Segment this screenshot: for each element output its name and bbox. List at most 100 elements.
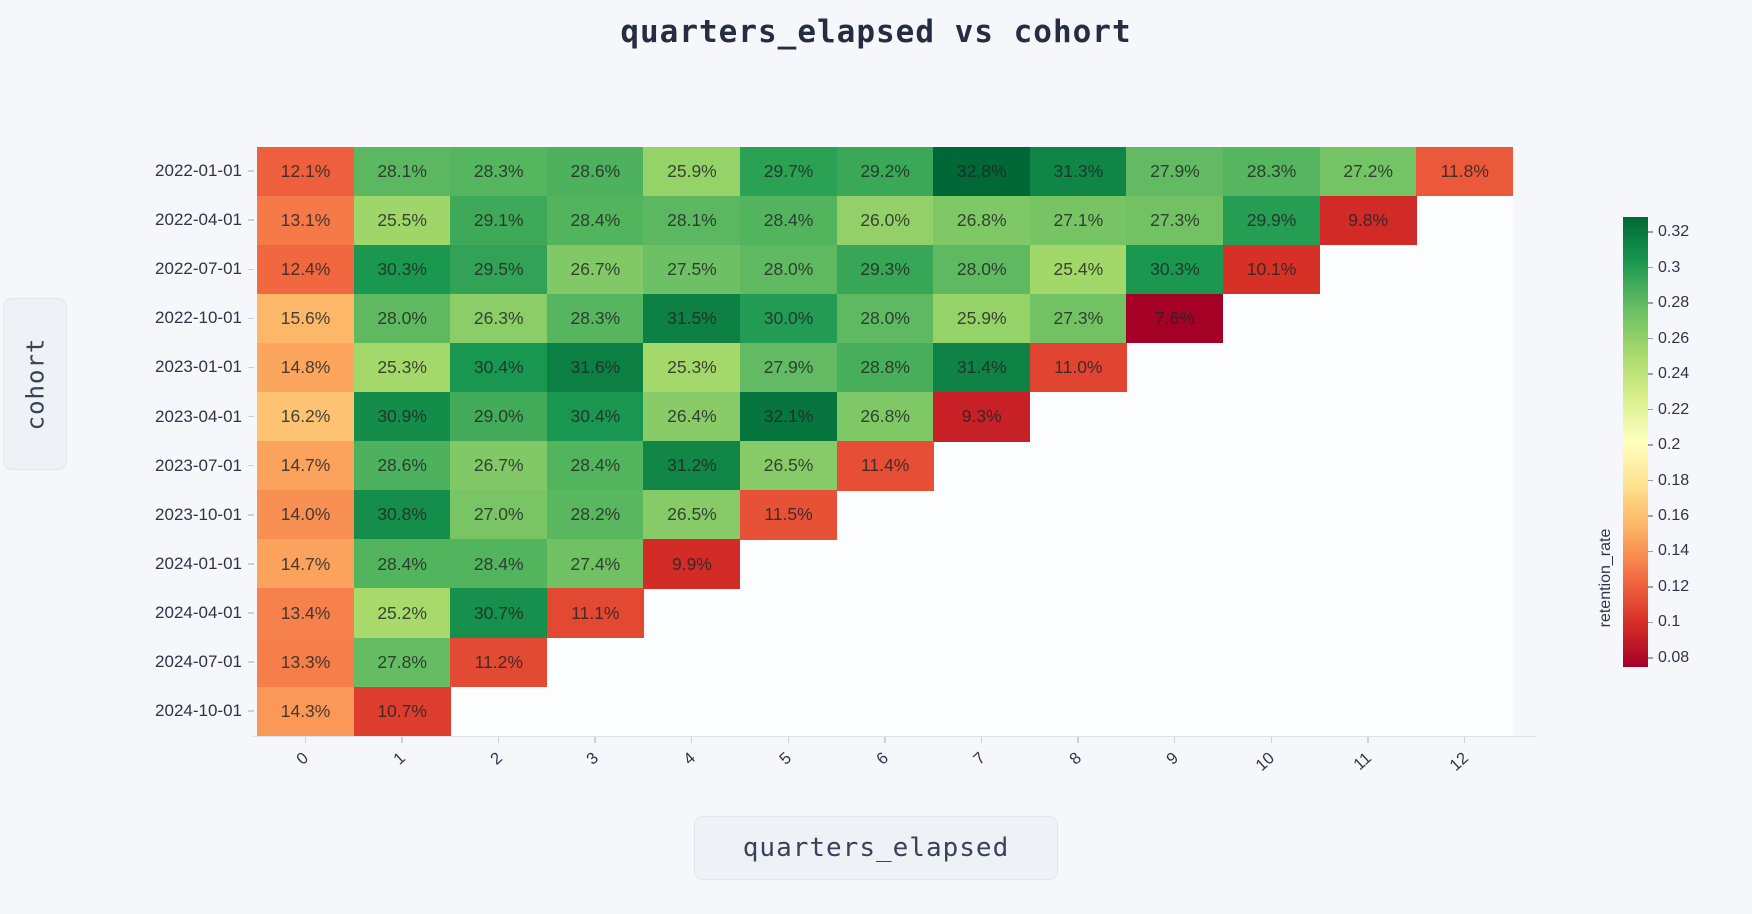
heatmap-cell[interactable]: 15.6% — [257, 293, 355, 344]
heatmap-cell-value: 30.7% — [473, 602, 524, 623]
heatmap-cell[interactable]: 27.2% — [1319, 146, 1417, 197]
heatmap-cell[interactable]: 28.0% — [353, 293, 451, 344]
heatmap-cell[interactable]: 26.7% — [450, 441, 548, 491]
heatmap-cell[interactable]: 31.3% — [1029, 146, 1127, 197]
heatmap-cell[interactable]: 28.3% — [450, 146, 548, 197]
heatmap-cell[interactable]: 27.1% — [1029, 195, 1127, 246]
heatmap-cell[interactable]: 29.2% — [836, 146, 934, 197]
heatmap-cell[interactable]: 29.1% — [450, 195, 548, 246]
heatmap-cell[interactable]: 14.3% — [257, 686, 355, 737]
heatmap-cell[interactable]: 28.6% — [353, 441, 451, 491]
heatmap-cell[interactable]: 11.2% — [450, 637, 548, 688]
heatmap-cell[interactable]: 30.3% — [1126, 244, 1224, 295]
heatmap-cell[interactable]: 11.4% — [836, 441, 934, 491]
heatmap-cell[interactable]: 26.3% — [450, 293, 548, 344]
heatmap-cell[interactable]: 12.1% — [257, 146, 355, 197]
heatmap-cell[interactable]: 11.1% — [546, 588, 644, 638]
heatmap-cell[interactable]: 28.4% — [353, 539, 451, 589]
y-tick-mark — [248, 268, 254, 270]
heatmap-cell[interactable]: 28.3% — [546, 293, 644, 344]
colorbar-tick-label: 0.28 — [1658, 294, 1690, 312]
heatmap-cell[interactable]: 26.0% — [836, 195, 934, 246]
heatmap-cell[interactable]: 28.6% — [546, 146, 644, 197]
heatmap-cell[interactable]: 29.9% — [1223, 195, 1321, 246]
heatmap-cell[interactable]: 30.4% — [450, 342, 548, 393]
heatmap-cell[interactable]: 28.8% — [836, 342, 934, 393]
heatmap-cell[interactable]: 27.3% — [1126, 195, 1224, 246]
heatmap-cell[interactable]: 10.1% — [1223, 244, 1321, 295]
colorbar-tick-mark — [1648, 621, 1653, 624]
heatmap-cell[interactable]: 9.3% — [933, 392, 1031, 442]
heatmap-cell-value: 31.2% — [667, 455, 717, 476]
heatmap-cell[interactable]: 30.0% — [740, 293, 838, 344]
heatmap-cell[interactable]: 30.3% — [353, 244, 451, 295]
heatmap-cell[interactable]: 10.7% — [353, 686, 451, 737]
heatmap-cell[interactable]: 7.6% — [1126, 293, 1224, 344]
heatmap-cell[interactable]: 16.2% — [257, 392, 355, 442]
heatmap-cell[interactable]: 27.4% — [546, 539, 644, 589]
heatmap-cell[interactable]: 27.9% — [1126, 146, 1224, 197]
heatmap-cell[interactable]: 14.7% — [257, 441, 355, 491]
heatmap-cell[interactable]: 29.3% — [836, 244, 934, 295]
heatmap-cell-value: 28.1% — [667, 209, 717, 230]
heatmap-cell[interactable]: 31.6% — [546, 342, 644, 393]
heatmap-cell[interactable]: 12.4% — [257, 244, 355, 295]
heatmap-cell[interactable]: 27.3% — [1029, 293, 1127, 344]
heatmap-cell[interactable]: 14.0% — [257, 490, 355, 540]
heatmap-cell[interactable]: 29.0% — [450, 392, 548, 442]
heatmap-cell[interactable]: 25.5% — [353, 195, 451, 246]
heatmap-cell[interactable]: 26.7% — [546, 244, 644, 295]
heatmap-cell[interactable]: 25.9% — [643, 146, 741, 197]
heatmap-cell[interactable]: 11.8% — [1416, 146, 1514, 197]
heatmap-cell[interactable]: 26.4% — [643, 392, 741, 442]
heatmap-cell[interactable]: 25.4% — [1029, 244, 1127, 295]
heatmap-cell[interactable]: 30.9% — [353, 392, 451, 442]
heatmap-cell[interactable]: 29.5% — [450, 244, 548, 295]
heatmap-cell[interactable]: 30.7% — [450, 588, 548, 638]
heatmap-cell[interactable]: 11.5% — [740, 490, 838, 540]
heatmap-cell[interactable]: 13.3% — [257, 637, 355, 688]
heatmap-cell[interactable]: 31.5% — [643, 293, 741, 344]
heatmap-cell[interactable]: 30.4% — [546, 392, 644, 442]
heatmap-cell[interactable]: 32.8% — [933, 146, 1031, 197]
heatmap-cell[interactable]: 25.3% — [643, 342, 741, 393]
heatmap-cell[interactable]: 14.8% — [257, 342, 355, 393]
heatmap-cell[interactable]: 28.2% — [546, 490, 644, 540]
heatmap-cell[interactable]: 9.8% — [1319, 195, 1417, 246]
heatmap-cell[interactable]: 27.8% — [353, 637, 451, 688]
heatmap-cell[interactable]: 25.3% — [353, 342, 451, 393]
heatmap-cell[interactable]: 28.0% — [836, 293, 934, 344]
heatmap-cell[interactable]: 27.9% — [740, 342, 838, 393]
heatmap-cell[interactable]: 28.1% — [353, 146, 451, 197]
heatmap-cell[interactable]: 26.5% — [740, 441, 838, 491]
heatmap-cell-value: 26.3% — [473, 308, 524, 329]
heatmap-cell[interactable]: 28.4% — [546, 441, 644, 491]
heatmap-cell[interactable]: 27.0% — [450, 490, 548, 540]
heatmap-cell[interactable]: 28.3% — [1223, 146, 1321, 197]
heatmap-cell[interactable]: 30.8% — [353, 490, 451, 540]
heatmap-cell[interactable]: 29.7% — [740, 146, 838, 197]
heatmap-cell-value: 30.8% — [377, 504, 427, 525]
heatmap-cell[interactable]: 27.5% — [643, 244, 741, 295]
heatmap-cell[interactable]: 28.4% — [546, 195, 644, 246]
heatmap-cell[interactable]: 28.4% — [740, 195, 838, 246]
heatmap-cell[interactable]: 26.5% — [643, 490, 741, 540]
heatmap-cell[interactable]: 26.8% — [933, 195, 1031, 246]
heatmap-cell[interactable]: 32.1% — [740, 392, 838, 442]
heatmap-cell[interactable]: 25.9% — [933, 293, 1031, 344]
heatmap-cell[interactable]: 31.4% — [933, 342, 1031, 393]
heatmap-cell[interactable]: 28.1% — [643, 195, 741, 246]
heatmap-cell[interactable]: 13.1% — [257, 195, 355, 246]
heatmap-cell[interactable]: 28.4% — [450, 539, 548, 589]
heatmap-cell[interactable]: 26.8% — [836, 392, 934, 442]
heatmap-cell[interactable]: 13.4% — [257, 588, 355, 638]
heatmap-cell[interactable]: 25.2% — [353, 588, 451, 638]
heatmap-cell[interactable]: 31.2% — [643, 441, 741, 491]
colorbar-tick-mark — [1648, 444, 1653, 446]
heatmap-cell[interactable]: 28.0% — [933, 244, 1031, 295]
heatmap-cell[interactable]: 11.0% — [1029, 342, 1127, 393]
y-tick-label: 2024-01-01 — [155, 553, 242, 573]
heatmap-cell[interactable]: 14.7% — [257, 539, 355, 589]
heatmap-cell[interactable]: 9.9% — [643, 539, 741, 589]
heatmap-cell[interactable]: 28.0% — [740, 244, 838, 295]
